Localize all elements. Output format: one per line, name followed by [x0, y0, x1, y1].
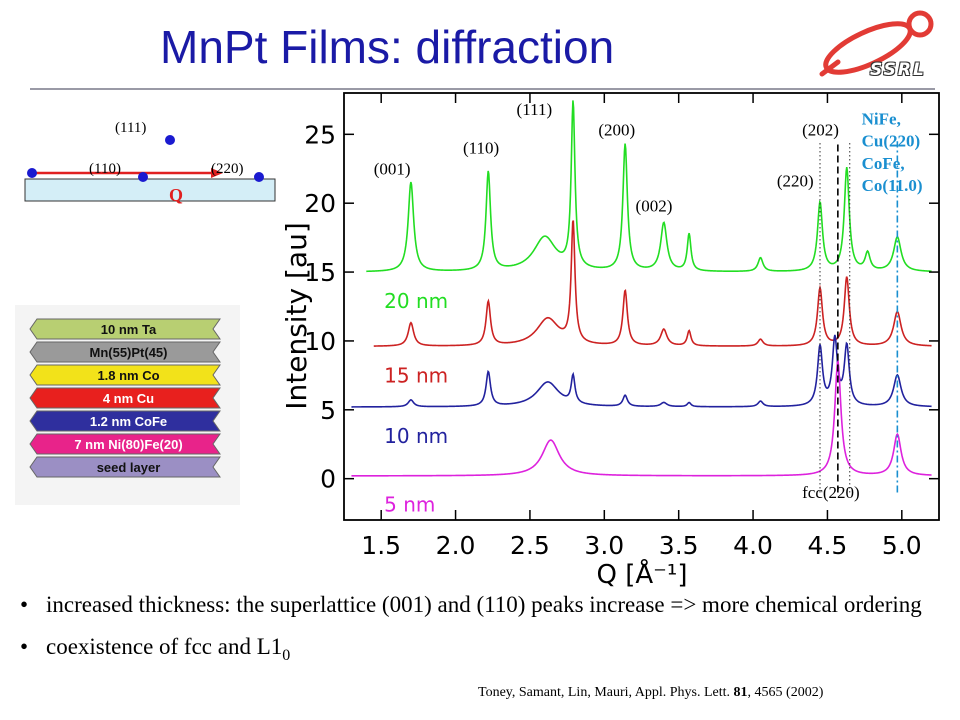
label-110: (110) [89, 161, 121, 177]
annotation-line: Co(11.0) [862, 176, 923, 195]
x-tick-label: 2.5 [510, 531, 550, 560]
stack-layer [29, 387, 221, 409]
stack-layer [29, 456, 221, 478]
y-tick-label: 5 [320, 396, 336, 425]
peak-label: (111) [517, 100, 553, 119]
bullet-text-1: increased thickness: the superlattice (0… [46, 592, 922, 617]
x-tick-label: 4.0 [733, 531, 773, 560]
x-tick-label: 5.0 [882, 531, 922, 560]
peak-label: fcc(220) [802, 483, 860, 502]
reciprocal-point-110 [138, 172, 148, 182]
title-divider [30, 88, 935, 90]
stack-layer-label: 1.2 nm CoFe [90, 414, 167, 429]
stack-layer [29, 318, 221, 340]
x-axis-label: Q [Å⁻¹] [597, 558, 688, 590]
stack-layer-label: 1.8 nm Co [97, 368, 159, 383]
stack-layer [29, 410, 221, 432]
bullet-dot: • [20, 592, 29, 617]
series-label: 20 nm [384, 289, 448, 313]
y-tick-label: 25 [304, 120, 336, 149]
reciprocal-point-111 [165, 135, 175, 145]
diffraction-plot: 20 nm 15 nm 10 nm 5 nm 1.5 2.0 2.5 3.0 3.5 4.0 4.… [280, 92, 940, 590]
peak-label: (002) [636, 196, 673, 215]
substrate-plane [24, 178, 276, 202]
citation: Toney, Samant, Lin, Mauri, Appl. Phys. L… [478, 685, 823, 701]
bullet-list: • increased thickness: the superlattice … [18, 590, 948, 671]
citation-suffix: , 4565 (2002) [747, 685, 824, 700]
stack-layer-label: 10 nm Ta [101, 322, 157, 337]
label-q: Q [169, 185, 183, 205]
logo-text: SSRL [870, 60, 926, 80]
annotation-line: Cu(220) [862, 132, 921, 151]
stack-layer [29, 341, 221, 363]
x-tick-label: 3.5 [659, 531, 699, 560]
y-tick-label: 20 [304, 189, 336, 218]
slide-title: MnPt Films: diffraction [160, 21, 615, 73]
series-line [351, 334, 932, 408]
bullet-item-1: • increased thickness: the superlattice … [18, 590, 948, 620]
q-vector-arrowhead [211, 168, 223, 178]
y-axis-label: Intensity [au] [280, 222, 313, 410]
label-111: (111) [115, 120, 146, 136]
stack-layer-label: 4 nm Cu [103, 391, 154, 406]
x-tick-label: 3.0 [584, 531, 624, 560]
y-tick-label: 0 [320, 465, 336, 494]
reciprocal-point-origin [27, 168, 37, 178]
y-tick-label: 15 [304, 258, 336, 287]
peak-label: (001) [374, 159, 411, 178]
reciprocal-space-diagram: (111) (110) (220) Q [24, 120, 276, 205]
series-line [351, 359, 932, 477]
peak-label: (202) [802, 121, 839, 140]
reciprocal-point-220 [254, 172, 264, 182]
plot-frame [343, 92, 940, 521]
x-tick-label: 1.5 [361, 531, 401, 560]
stack-layer [29, 433, 221, 455]
stack-layer-label: seed layer [97, 460, 161, 475]
bullet-text-2: coexistence of fcc and L1 [46, 634, 283, 659]
x-tick-label: 2.0 [436, 531, 476, 560]
peak-label: (220) [777, 172, 814, 191]
y-tick-label: 10 [304, 327, 336, 356]
stack-layer-label: 7 nm Ni(80)Fe(20) [74, 437, 182, 452]
annotation-line: CoFe, [862, 154, 905, 173]
series-line [373, 220, 932, 347]
peak-label: (200) [598, 121, 635, 140]
series-line [366, 100, 932, 273]
citation-volume: 81 [733, 685, 748, 700]
stack-layer-label: Mn(55)Pt(45) [89, 345, 167, 360]
bullet-item-2: • coexistence of fcc and L10 [18, 632, 948, 671]
series-label: 10 nm [384, 424, 448, 448]
bullet-dot: • [20, 634, 29, 659]
peak-label: (110) [463, 139, 499, 158]
series-label: 5 nm [384, 493, 435, 517]
layer-stack-diagram: 10 nm Ta Mn(55)Pt(45) 1.8 nm Co 4 nm Cu 1.2 … [15, 305, 240, 505]
series-label: 15 nm [384, 363, 448, 387]
bullet-subscript: 0 [282, 647, 291, 664]
label-220: (220) [211, 161, 244, 177]
ssrl-logo [819, 10, 934, 77]
citation-prefix: Toney, Samant, Lin, Mauri, Appl. Phys. L… [478, 685, 734, 700]
x-tick-label: 4.5 [808, 531, 848, 560]
stack-layer [29, 364, 221, 386]
annotation-line: NiFe, [862, 110, 901, 129]
